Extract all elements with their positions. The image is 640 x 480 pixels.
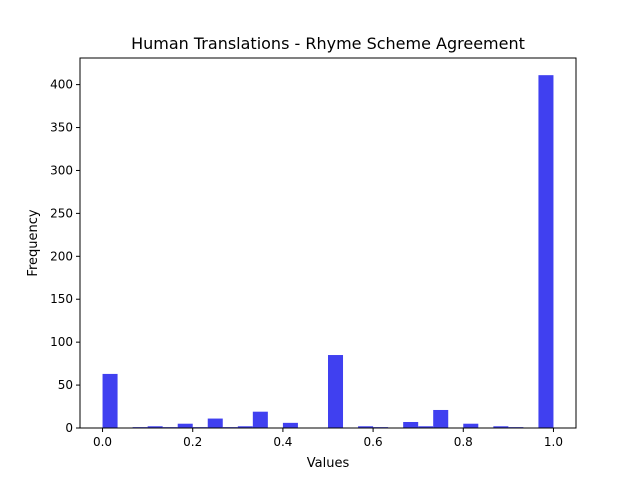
y-tick-label: 300 [50, 163, 73, 177]
histogram-bar [358, 426, 374, 428]
y-tick-label: 0 [65, 421, 73, 435]
histogram-bar [328, 355, 344, 428]
x-tick-label: 0.8 [454, 435, 473, 449]
x-tick-label: 0.0 [93, 435, 112, 449]
x-axis-ticks: 0.0 0.2 0.4 0.6 0.8 1.0 [93, 428, 563, 449]
y-tick-label: 400 [50, 78, 73, 92]
histogram-bar [177, 423, 193, 428]
histogram-bar [207, 418, 223, 428]
x-tick-label: 0.2 [183, 435, 202, 449]
y-tick-label: 350 [50, 121, 73, 135]
histogram-bar [252, 411, 268, 428]
histogram-bar [102, 373, 118, 428]
bars-group [102, 75, 554, 429]
x-axis-label: Values [307, 456, 350, 471]
y-tick-label: 200 [50, 249, 73, 263]
y-axis-label: Frequency [26, 209, 41, 276]
histogram-bar [433, 409, 449, 428]
histogram-bar [282, 422, 298, 428]
histogram-bar [418, 426, 434, 428]
y-tick-label: 150 [50, 292, 73, 306]
histogram-bar [493, 426, 509, 428]
x-tick-label: 1.0 [544, 435, 563, 449]
plot-frame [79, 57, 577, 429]
y-axis-ticks: 0 50 100 150 200 250 300 350 400 [50, 78, 80, 435]
histogram-bar [237, 426, 253, 428]
y-tick-label: 100 [50, 335, 73, 349]
histogram-bar [538, 75, 554, 429]
chart-title: Human Translations - Rhyme Scheme Agreem… [131, 34, 525, 53]
x-tick-label: 0.6 [364, 435, 383, 449]
histogram-bar [463, 423, 479, 428]
y-tick-label: 250 [50, 206, 73, 220]
histogram-bar [147, 426, 163, 428]
histogram-bar [403, 421, 419, 428]
y-tick-label: 50 [58, 378, 73, 392]
x-tick-label: 0.4 [273, 435, 292, 449]
